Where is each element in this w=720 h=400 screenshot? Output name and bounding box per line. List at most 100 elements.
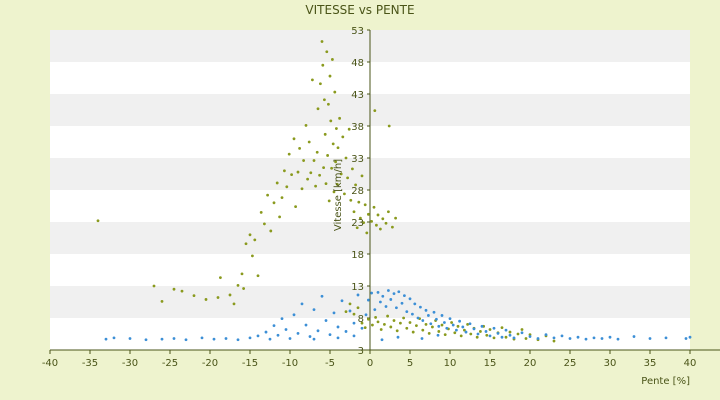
data-point-green — [479, 330, 482, 333]
data-point-green — [343, 192, 346, 196]
data-point-green — [372, 205, 376, 209]
y-tick-label: 48 — [351, 58, 364, 69]
data-point-green — [402, 316, 405, 320]
data-point-green — [275, 181, 279, 185]
data-point-green — [318, 173, 321, 177]
data-point-green — [324, 182, 328, 186]
data-point-green — [356, 306, 360, 310]
data-point-blue — [352, 321, 356, 325]
data-point-green — [314, 184, 317, 188]
data-point-blue — [184, 338, 188, 342]
data-point-blue — [256, 334, 260, 338]
data-point-blue — [592, 336, 596, 340]
data-point-blue — [688, 335, 692, 339]
data-point-green — [405, 326, 409, 330]
data-point-green — [331, 58, 334, 61]
data-point-green — [383, 323, 386, 326]
data-point-blue — [420, 337, 424, 340]
data-point-green — [256, 274, 260, 278]
data-point-green — [298, 147, 301, 150]
data-point-green — [427, 331, 431, 335]
data-point-green — [469, 332, 473, 336]
data-point-green — [334, 160, 337, 164]
data-point-green — [322, 166, 325, 170]
data-point-blue — [300, 302, 304, 306]
data-point-green — [552, 339, 556, 343]
data-point-green — [346, 176, 349, 180]
data-point-green — [323, 132, 327, 136]
x-tick-label: 25 — [564, 358, 577, 369]
data-point-blue — [413, 302, 417, 306]
data-point-green — [244, 242, 248, 246]
data-point-green — [338, 116, 341, 120]
data-point-blue — [396, 335, 400, 339]
data-point-green — [373, 109, 377, 113]
data-point-green — [232, 302, 236, 306]
tick-labels: -40 -35 -30 -25 -20 -15 -10 -5 0 5 10 15 20 25 30 35 40 3… — [42, 26, 697, 369]
data-point-blue — [304, 323, 308, 327]
data-point-green — [349, 198, 353, 202]
data-point-green — [294, 205, 297, 209]
x-tick-label: 0 — [367, 358, 373, 369]
data-point-green — [263, 222, 266, 226]
data-point-blue — [384, 305, 388, 308]
y-tick-label: 13 — [351, 282, 364, 293]
data-point-blue — [492, 326, 496, 330]
data-point-green — [316, 107, 320, 111]
data-point-green — [300, 187, 304, 191]
data-point-green — [387, 210, 390, 214]
data-point-blue — [312, 308, 316, 312]
data-point-green — [315, 150, 319, 154]
y-tick-label: 3 — [358, 346, 364, 357]
data-point-green — [312, 159, 316, 162]
data-point-blue — [608, 335, 612, 339]
data-point-green — [348, 302, 352, 306]
data-point-green — [269, 229, 273, 233]
data-point-green — [347, 127, 351, 131]
data-point-blue — [421, 319, 425, 322]
data-point-green — [379, 227, 382, 231]
data-point-green — [341, 135, 345, 139]
data-point-green — [485, 333, 489, 337]
data-point-green — [492, 336, 496, 340]
data-point-blue — [360, 326, 364, 330]
data-point-green — [96, 219, 100, 223]
x-tick-label: -5 — [325, 358, 335, 369]
x-tick-label: 20 — [524, 358, 537, 369]
data-point-blue — [160, 337, 164, 341]
data-point-green — [379, 328, 383, 331]
data-point-green — [367, 212, 370, 216]
data-point-blue — [429, 322, 433, 326]
data-point-green — [500, 326, 504, 329]
data-point-green — [415, 324, 418, 328]
data-point-blue — [320, 294, 324, 298]
data-point-blue — [308, 335, 312, 338]
data-point-green — [152, 284, 156, 288]
axes — [49, 29, 720, 354]
data-point-green — [411, 330, 415, 334]
data-point-blue — [248, 336, 252, 340]
data-point-green — [456, 324, 460, 328]
data-point-blue — [288, 337, 292, 340]
data-point-blue — [437, 324, 441, 328]
data-point-blue — [344, 330, 348, 333]
data-point-green — [508, 330, 512, 334]
data-point-green — [453, 331, 457, 335]
data-point-blue — [356, 293, 360, 297]
data-point-blue — [424, 308, 428, 312]
data-point-green — [336, 146, 340, 150]
x-tick-label: -15 — [242, 358, 258, 369]
data-point-green — [520, 328, 524, 331]
data-point-green — [504, 335, 508, 339]
data-point-blue — [172, 337, 176, 340]
data-point-blue — [268, 337, 272, 341]
data-point-blue — [468, 322, 472, 326]
data-point-green — [266, 193, 269, 197]
data-point-green — [326, 154, 329, 157]
data-point-green — [240, 272, 244, 276]
data-point-blue — [616, 337, 620, 341]
data-point-blue — [632, 335, 636, 338]
data-point-blue — [280, 317, 284, 321]
